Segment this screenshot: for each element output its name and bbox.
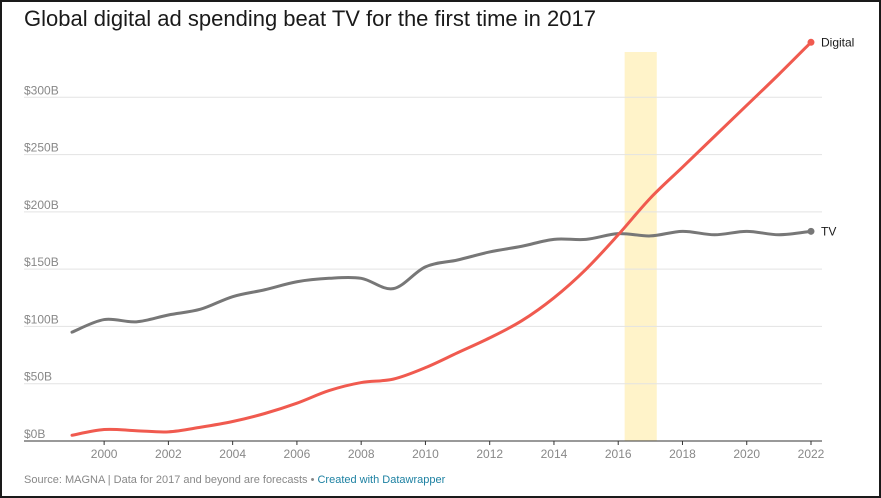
y-tick-label: $0B — [24, 427, 45, 441]
line-chart: $0B $50B $100B $150B $200B $250B $300B 2000 2002… — [24, 35, 854, 461]
datawrapper-credit-link[interactable]: Created with Datawrapper — [317, 474, 446, 486]
y-tick-label: $150B — [24, 255, 59, 269]
x-tick-label: 2022 — [798, 447, 825, 461]
series-label-digital: Digital — [821, 35, 854, 49]
y-tick-label: $250B — [24, 141, 59, 155]
x-tick-label: 2002 — [155, 447, 182, 461]
y-tick-label: $200B — [24, 198, 59, 212]
x-tick-label: 2014 — [541, 447, 568, 461]
series-label-tv: TV — [821, 224, 836, 238]
series-line-tv — [70, 229, 813, 334]
footer-separator: • — [307, 474, 318, 486]
x-tick-label: 2012 — [476, 447, 503, 461]
x-tick-label: 2008 — [348, 447, 375, 461]
series-endpoint-tv — [807, 227, 815, 235]
x-tick-label: 2016 — [605, 447, 632, 461]
y-tick-label: $50B — [24, 370, 52, 384]
x-tick-label: 2004 — [219, 447, 246, 461]
y-tick-label: $300B — [24, 83, 59, 97]
x-tick-label: 2020 — [733, 447, 760, 461]
y-tick-label: $100B — [24, 312, 59, 326]
series-endpoint-digital — [807, 38, 815, 46]
x-tick-label: 2006 — [284, 447, 311, 461]
x-tick-label: 2010 — [412, 447, 439, 461]
chart-footer: Source: MAGNA | Data for 2017 and beyond… — [24, 474, 445, 486]
highlight-band — [624, 52, 657, 441]
series-line-digital — [70, 40, 813, 437]
x-tick-label: 2000 — [91, 447, 118, 461]
source-note: Source: MAGNA | Data for 2017 and beyond… — [24, 474, 308, 486]
x-tick-label: 2018 — [669, 447, 696, 461]
chart-title: Global digital ad spending beat TV for t… — [24, 6, 596, 31]
